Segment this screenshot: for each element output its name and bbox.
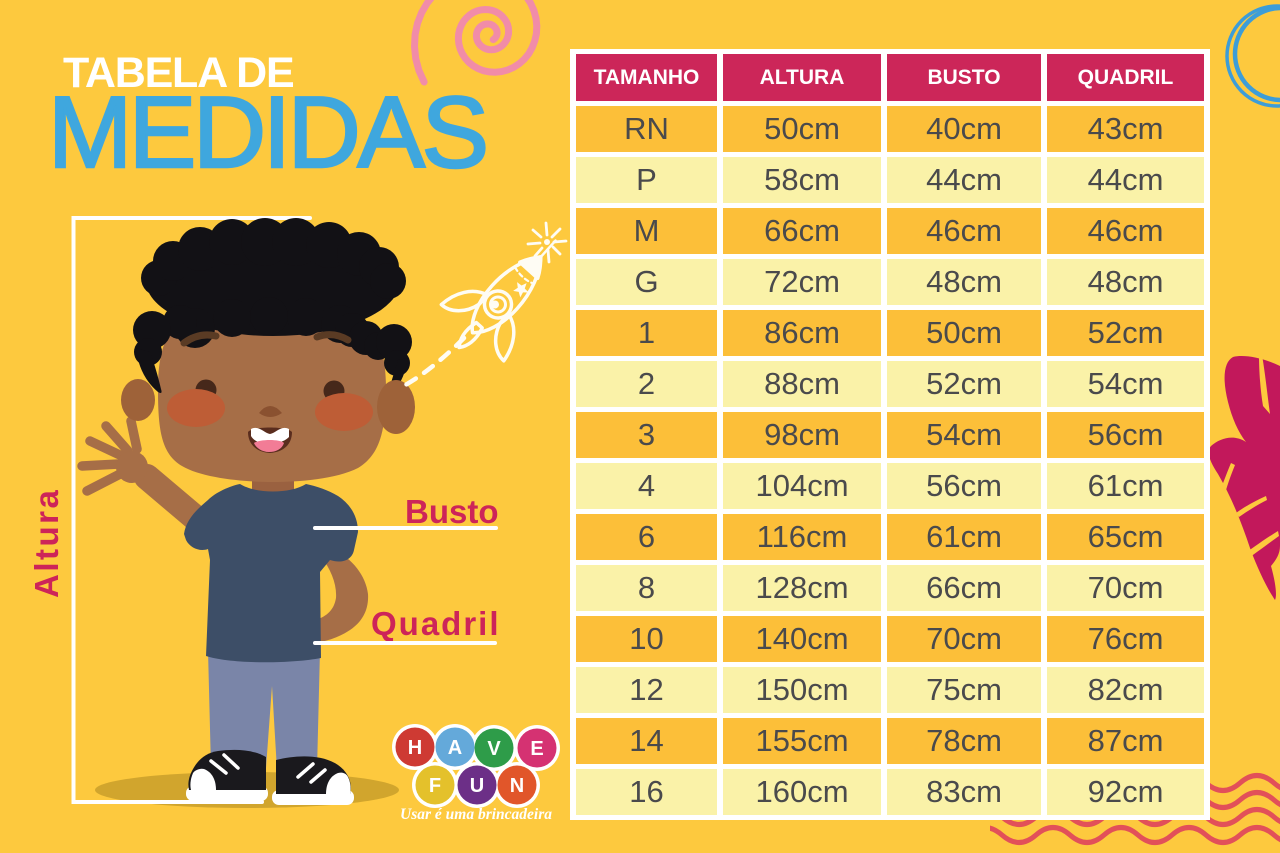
svg-text:V: V bbox=[487, 738, 501, 760]
svg-text:E: E bbox=[530, 738, 543, 760]
svg-text:F: F bbox=[429, 775, 441, 797]
svg-text:U: U bbox=[470, 775, 484, 797]
svg-text:H: H bbox=[408, 737, 422, 759]
svg-text:A: A bbox=[448, 737, 462, 759]
svg-text:N: N bbox=[510, 775, 524, 797]
